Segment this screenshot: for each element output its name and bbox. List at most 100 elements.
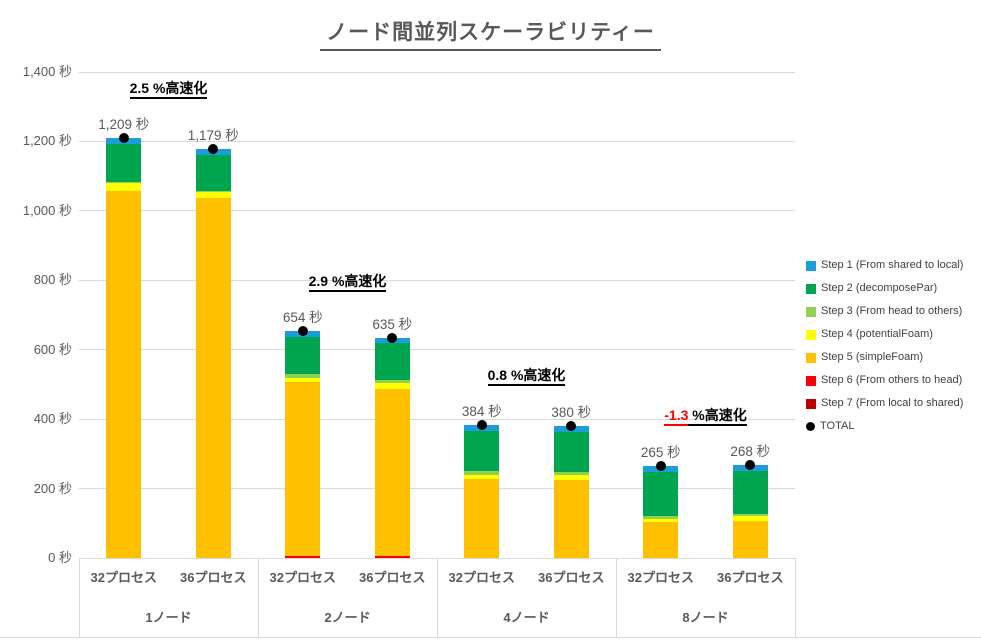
stacked-bar[interactable] (464, 424, 500, 558)
bar-segment-step5[interactable] (643, 521, 679, 558)
y-axis-tick-label: 200 秒 (33, 480, 72, 496)
gridline (79, 418, 795, 420)
total-marker-dot[interactable] (745, 459, 756, 470)
legend-swatch-icon (806, 352, 816, 363)
bar-segment-step2[interactable] (732, 470, 768, 514)
bar-segment-step2[interactable] (374, 343, 410, 380)
x-process-label: 36プロセス (180, 570, 247, 585)
legend-item-step4[interactable]: Step 4 (potentialFoam) (806, 329, 963, 340)
y-axis-tick-label: 800 秒 (33, 272, 72, 288)
legend-item-total[interactable]: TOTAL (806, 421, 963, 432)
bar-segment-step5[interactable] (285, 381, 321, 557)
y-axis-tick-label: 0 秒 (48, 550, 72, 565)
bar-segment-step4[interactable] (464, 475, 500, 480)
legend-label: Step 2 (decomposePar) (821, 282, 938, 294)
legend-item-step7[interactable]: Step 7 (From local to shared) (806, 398, 963, 409)
stacked-bar[interactable] (553, 426, 589, 558)
legend-item-step3[interactable]: Step 3 (From head to others) (806, 306, 963, 317)
gridline (79, 71, 795, 73)
stacked-bar[interactable] (285, 330, 321, 558)
x-process-label: 32プロセス (269, 570, 336, 585)
x-node-label: 8ノード (682, 610, 729, 625)
stacked-bar[interactable] (732, 464, 768, 558)
total-marker-dot[interactable] (387, 332, 398, 343)
total-marker-dot[interactable] (208, 143, 219, 154)
bar-segment-step3[interactable] (374, 379, 410, 384)
stacked-bar[interactable] (374, 337, 410, 558)
bar-segment-step4[interactable] (553, 474, 589, 480)
gridline (79, 488, 795, 490)
bar-segment-step5[interactable] (195, 198, 231, 558)
category-separator (257, 558, 259, 637)
total-marker-dot[interactable] (297, 325, 308, 336)
speedup-annotation: -1.3 %高速化 (616, 405, 796, 426)
stacked-bar[interactable] (106, 138, 142, 558)
stacked-bar[interactable] (643, 466, 679, 558)
bar-segment-step4[interactable] (195, 191, 231, 199)
speedup-value: -1.3 (664, 406, 689, 426)
bar-segment-step5[interactable] (464, 479, 500, 558)
total-marker-dot[interactable] (476, 419, 487, 430)
legend: Step 1 (From shared to local) Step 2 (dec… (806, 260, 963, 444)
bar-segment-step2[interactable] (464, 430, 500, 472)
legend-label: Step 1 (From shared to local) (821, 259, 964, 271)
total-marker-dot[interactable] (118, 133, 129, 144)
bar-segment-step4[interactable] (732, 515, 768, 521)
speedup-annotation: 2.9 %高速化 (258, 271, 438, 292)
bar-segment-step4[interactable] (643, 518, 679, 522)
bar-segment-step2[interactable] (285, 336, 321, 374)
bar-segment-step4[interactable] (285, 377, 321, 382)
bar-segment-step5[interactable] (732, 520, 768, 558)
speedup-suffix: %高速化 (149, 80, 208, 100)
bar-segment-step2[interactable] (553, 432, 589, 472)
bar-segment-step2[interactable] (106, 143, 142, 182)
speedup-value: 2.5 (129, 80, 150, 100)
total-data-label: 1,179 秒 (187, 127, 239, 143)
legend-dot-icon (806, 422, 815, 431)
legend-swatch-icon (806, 329, 816, 340)
bar-segment-step2[interactable] (643, 471, 679, 516)
category-separator (436, 558, 438, 637)
legend-label: Step 5 (simpleFoam) (821, 351, 924, 363)
speedup-value: 0.8 (487, 366, 508, 386)
x-process-label: 32プロセス (627, 570, 694, 585)
bar-segment-step3[interactable] (553, 471, 589, 475)
total-data-label: 635 秒 (372, 316, 413, 332)
legend-swatch-icon (806, 306, 816, 317)
bar-segment-step5[interactable] (374, 389, 410, 557)
total-marker-dot[interactable] (566, 421, 577, 432)
legend-item-step5[interactable]: Step 5 (simpleFoam) (806, 352, 963, 363)
bar-segment-step3[interactable] (643, 516, 679, 519)
legend-item-step1[interactable]: Step 1 (From shared to local) (806, 260, 963, 271)
x-node-label: 2ノード (324, 610, 371, 625)
bar-segment-step6[interactable] (374, 556, 410, 558)
bar-segment-step6[interactable] (285, 556, 321, 558)
total-data-label: 265 秒 (640, 445, 681, 460)
bar-segment-step3[interactable] (195, 190, 231, 192)
speedup-value: 2.9 (308, 272, 329, 292)
total-data-label: 384 秒 (461, 403, 502, 419)
y-axis-tick-label: 1,400 秒 (22, 64, 72, 79)
x-process-label: 32プロセス (448, 570, 515, 585)
bar-segment-step3[interactable] (732, 513, 768, 516)
bar-segment-step3[interactable] (285, 374, 321, 378)
bar-segment-step2[interactable] (195, 154, 231, 191)
category-separator (78, 558, 80, 637)
speedup-suffix: %高速化 (688, 406, 747, 426)
bar-segment-step3[interactable] (106, 181, 142, 183)
total-marker-dot[interactable] (655, 461, 666, 471)
legend-item-step6[interactable]: Step 6 (From others to head) (806, 375, 963, 386)
legend-swatch-icon (806, 260, 816, 271)
bar-segment-step5[interactable] (106, 190, 142, 558)
speedup-suffix: %高速化 (328, 272, 387, 292)
bar-segment-step4[interactable] (106, 182, 142, 191)
legend-item-step2[interactable]: Step 2 (decomposePar) (806, 283, 963, 294)
stacked-bar[interactable] (195, 148, 231, 558)
bar-segment-step5[interactable] (553, 479, 589, 558)
legend-swatch-icon (806, 283, 816, 294)
total-data-label: 1,209 秒 (98, 117, 150, 133)
bar-segment-step4[interactable] (374, 383, 410, 390)
speedup-annotation: 0.8 %高速化 (437, 365, 617, 386)
bar-segment-step3[interactable] (464, 471, 500, 476)
